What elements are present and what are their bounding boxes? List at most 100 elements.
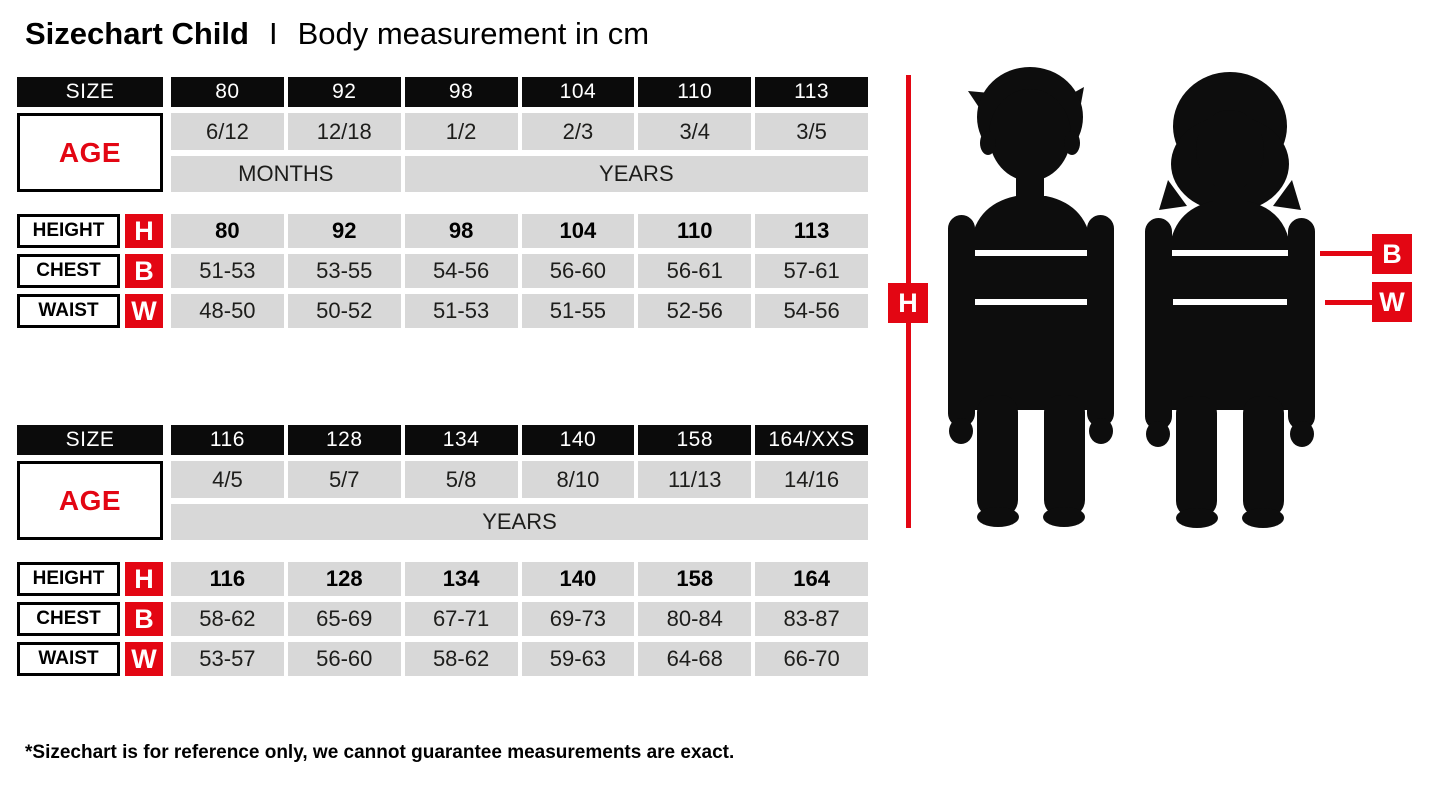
age-cell: 2/3: [521, 113, 635, 150]
height-cell: 164: [755, 562, 868, 596]
chest-cell: 65-69: [287, 602, 401, 636]
girl-silhouette: [1145, 72, 1315, 528]
height-marker-badge: H: [888, 283, 928, 323]
disclaimer-note: *Sizechart is for reference only, we can…: [25, 742, 735, 763]
height-cell: 128: [287, 562, 401, 596]
size-cell: 80: [171, 77, 284, 107]
age-label: AGE: [17, 461, 163, 540]
boy-chest-line: [972, 250, 1090, 256]
height-cell: 98: [404, 214, 518, 248]
waist-connector-line: [1325, 300, 1372, 305]
size-table-large: SIZE AGE HEIGHT H CHEST B WAIST W 116 128 134 140 15…: [17, 425, 868, 676]
age-cell: 5/8: [404, 461, 518, 498]
chest-cell: 53-55: [287, 254, 401, 288]
size-cell: 158: [638, 425, 752, 455]
height-cell: 158: [638, 562, 752, 596]
waist-cell: 52-56: [638, 294, 752, 328]
age-cell: 11/13: [638, 461, 752, 498]
measurement-figure: H B W: [880, 60, 1441, 605]
age-unit-cell: MONTHS: [171, 156, 401, 192]
chest-cell: 69-73: [521, 602, 635, 636]
size-cell: 128: [287, 425, 401, 455]
height-cell: 116: [171, 562, 284, 596]
chest-cell: 57-61: [755, 254, 868, 288]
height-label-group: HEIGHT H: [17, 214, 163, 248]
size-cell: 164/XXS: [755, 425, 868, 455]
size-cell: 92: [287, 77, 401, 107]
chest-cell: 80-84: [638, 602, 752, 636]
chest-cell: 51-53: [171, 254, 284, 288]
chest-cell: 67-71: [404, 602, 518, 636]
waist-cell: 50-52: [287, 294, 401, 328]
chest-label-group: CHEST B: [17, 254, 163, 288]
boy-silhouette: [948, 67, 1114, 527]
age-unit-cell: YEARS: [404, 156, 868, 192]
height-cell: 134: [404, 562, 518, 596]
h-letter-badge: H: [125, 214, 163, 248]
title-main: Sizechart Child: [25, 16, 249, 51]
boy-waist-line: [974, 299, 1088, 305]
chest-connector-line: [1320, 251, 1372, 256]
age-cell: 8/10: [521, 461, 635, 498]
age-cell: 4/5: [171, 461, 284, 498]
chest-cell: 56-60: [521, 254, 635, 288]
waist-cell: 56-60: [287, 642, 401, 676]
waist-cell: 66-70: [755, 642, 868, 676]
size-cell: 104: [521, 77, 635, 107]
age-label: AGE: [17, 113, 163, 192]
waist-cell: 64-68: [638, 642, 752, 676]
size-cell: 113: [755, 77, 868, 107]
chest-cell: 54-56: [404, 254, 518, 288]
chest-cell: 58-62: [171, 602, 284, 636]
b-letter-badge: B: [125, 602, 163, 636]
waist-cell: 51-55: [521, 294, 635, 328]
title-separator: I: [268, 16, 278, 51]
w-letter-badge: W: [125, 642, 163, 676]
page-title: Sizechart Child I Body measurement in cm: [25, 16, 649, 52]
height-label: HEIGHT: [17, 214, 120, 248]
h-letter-badge: H: [125, 562, 163, 596]
waist-cell: 54-56: [755, 294, 868, 328]
waist-cell: 48-50: [171, 294, 284, 328]
size-cell: 134: [404, 425, 518, 455]
size-label: SIZE: [17, 77, 163, 107]
height-cell: 104: [521, 214, 635, 248]
age-cell: 1/2: [404, 113, 518, 150]
title-subtitle: Body measurement in cm: [297, 16, 650, 51]
size-cell: 98: [404, 77, 518, 107]
w-letter-badge: W: [125, 294, 163, 328]
height-cell: 140: [521, 562, 635, 596]
height-cell: 113: [755, 214, 868, 248]
size-label: SIZE: [17, 425, 163, 455]
age-cell: 5/7: [287, 461, 401, 498]
chest-label-group: CHEST B: [17, 602, 163, 636]
waist-cell: 51-53: [404, 294, 518, 328]
age-cell: 6/12: [171, 113, 284, 150]
age-cell: 3/4: [638, 113, 752, 150]
waist-label: WAIST: [17, 294, 120, 328]
height-cell: 92: [287, 214, 401, 248]
size-cell: 110: [638, 77, 752, 107]
waist-cell: 58-62: [404, 642, 518, 676]
girl-chest-line: [1171, 250, 1289, 256]
waist-marker-badge: W: [1372, 282, 1412, 322]
age-unit-cell: YEARS: [171, 504, 868, 540]
waist-label-group: WAIST W: [17, 294, 163, 328]
height-cell: 80: [171, 214, 284, 248]
chest-cell: 56-61: [638, 254, 752, 288]
waist-label: WAIST: [17, 642, 120, 676]
height-label: HEIGHT: [17, 562, 120, 596]
b-letter-badge: B: [125, 254, 163, 288]
age-cell: 12/18: [287, 113, 401, 150]
girl-waist-line: [1173, 299, 1287, 305]
age-cell: 14/16: [755, 461, 868, 498]
waist-cell: 59-63: [521, 642, 635, 676]
waist-label-group: WAIST W: [17, 642, 163, 676]
size-cell: 116: [171, 425, 284, 455]
height-label-group: HEIGHT H: [17, 562, 163, 596]
height-cell: 110: [638, 214, 752, 248]
size-cell: 140: [521, 425, 635, 455]
waist-cell: 53-57: [171, 642, 284, 676]
chest-label: CHEST: [17, 254, 120, 288]
chest-marker-badge: B: [1372, 234, 1412, 274]
